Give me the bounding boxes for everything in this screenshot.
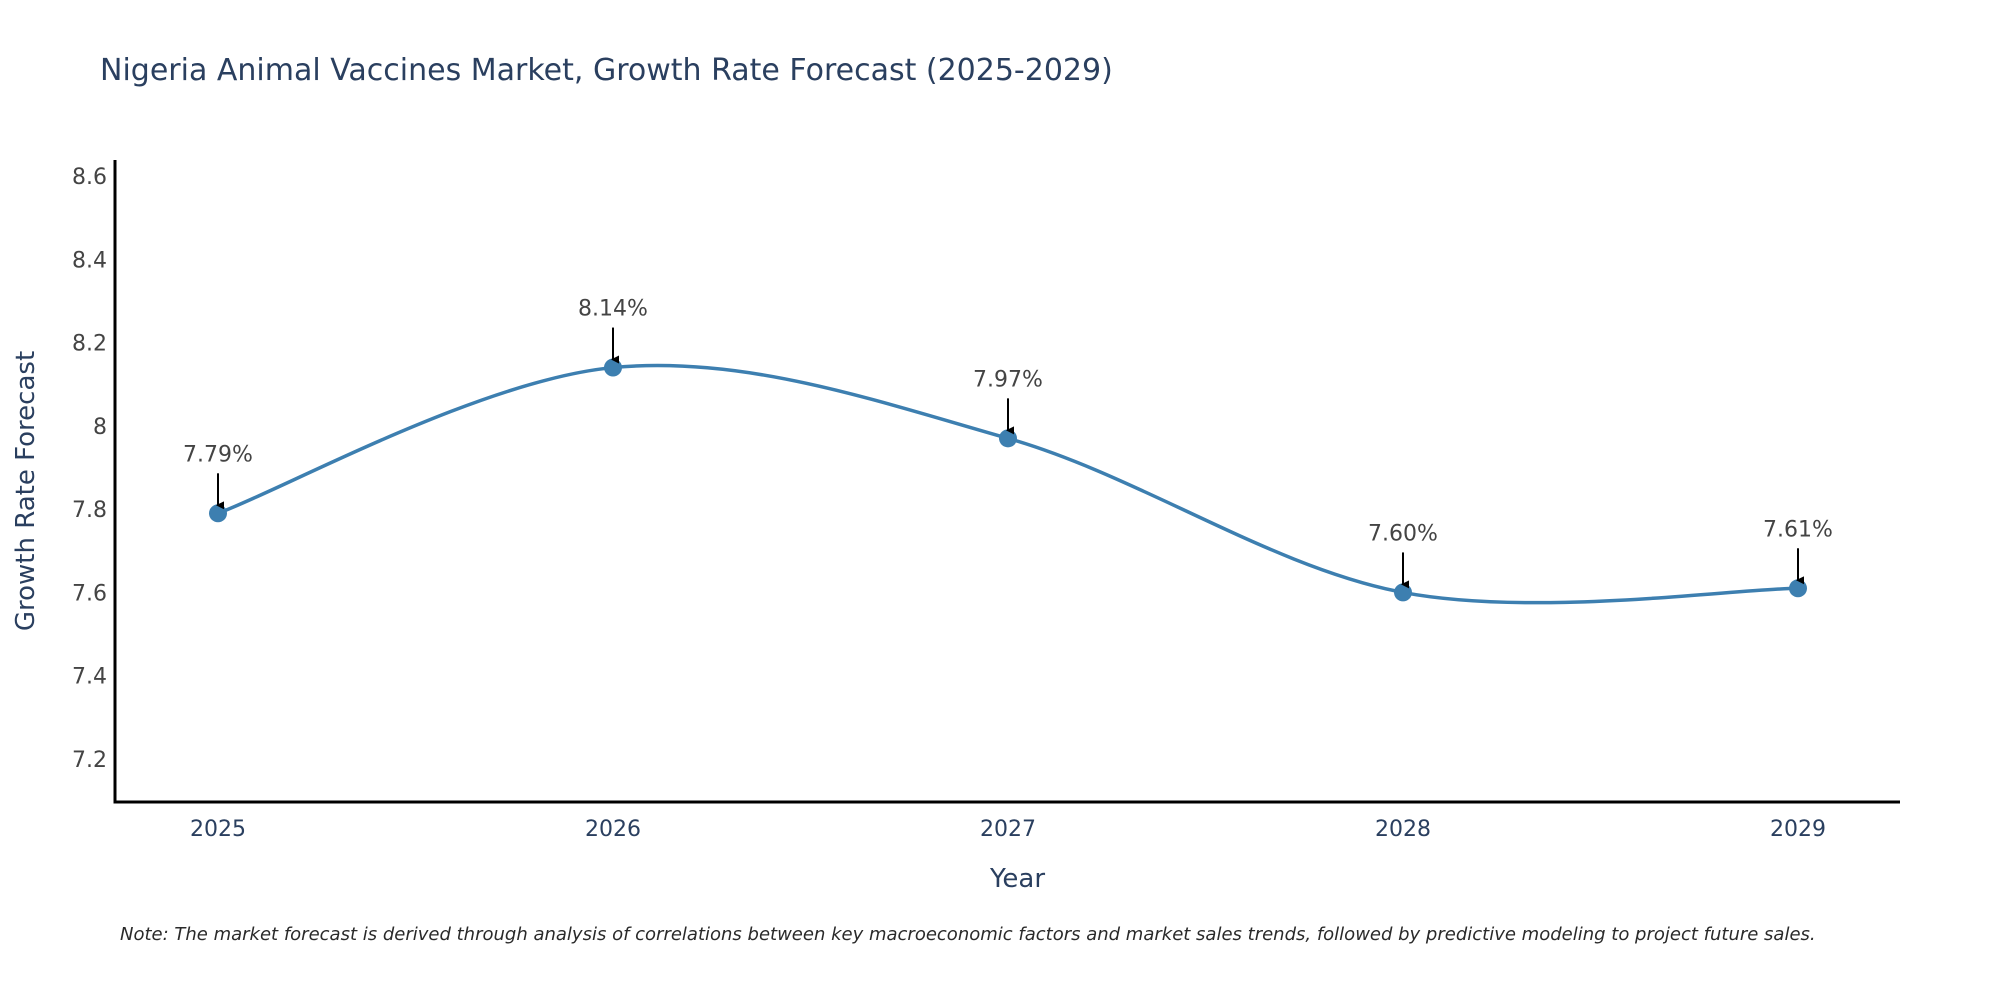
data-label: 8.14%	[578, 297, 648, 322]
y-tick-label: 8.6	[72, 165, 107, 190]
data-label: 7.60%	[1368, 521, 1438, 546]
data-point[interactable]	[1789, 579, 1807, 598]
x-tick-label: 2028	[1375, 817, 1431, 842]
y-axis-title: Growth Rate Forecast	[11, 351, 41, 631]
y-tick-label: 8.2	[72, 332, 107, 357]
x-tick-label: 2025	[190, 817, 246, 842]
y-tick-label: 7.2	[72, 748, 107, 773]
data-point[interactable]	[604, 358, 622, 377]
y-tick-label: 7.4	[72, 665, 107, 690]
data-points	[209, 358, 1807, 602]
data-point[interactable]	[209, 504, 227, 523]
x-axis-ticks: 2025 2026 2027 2028 2029	[190, 817, 1826, 842]
data-point[interactable]	[1394, 583, 1412, 602]
x-axis-title: Year	[989, 864, 1045, 894]
x-tick-label: 2026	[585, 817, 641, 842]
footnote: Note: The market forecast is derived thr…	[120, 924, 1816, 945]
y-axis-ticks: 7.2 7.4 7.6 7.8 8 8.2 8.4 8.6	[72, 165, 107, 773]
y-tick-label: 7.8	[72, 498, 107, 523]
data-point[interactable]	[999, 429, 1017, 448]
data-label: 7.61%	[1763, 517, 1833, 542]
data-label: 7.97%	[973, 367, 1043, 392]
x-tick-label: 2029	[1770, 817, 1826, 842]
data-label: 7.79%	[183, 442, 253, 467]
annotations: 7.79% 8.14% 7.97% 7.60% 7.61%	[183, 297, 1833, 589]
x-tick-label: 2027	[980, 817, 1036, 842]
y-tick-label: 8	[93, 415, 107, 440]
y-tick-label: 8.4	[72, 248, 107, 273]
y-tick-label: 7.6	[72, 581, 107, 606]
chart-title: Nigeria Animal Vaccines Market, Growth R…	[100, 53, 1113, 88]
